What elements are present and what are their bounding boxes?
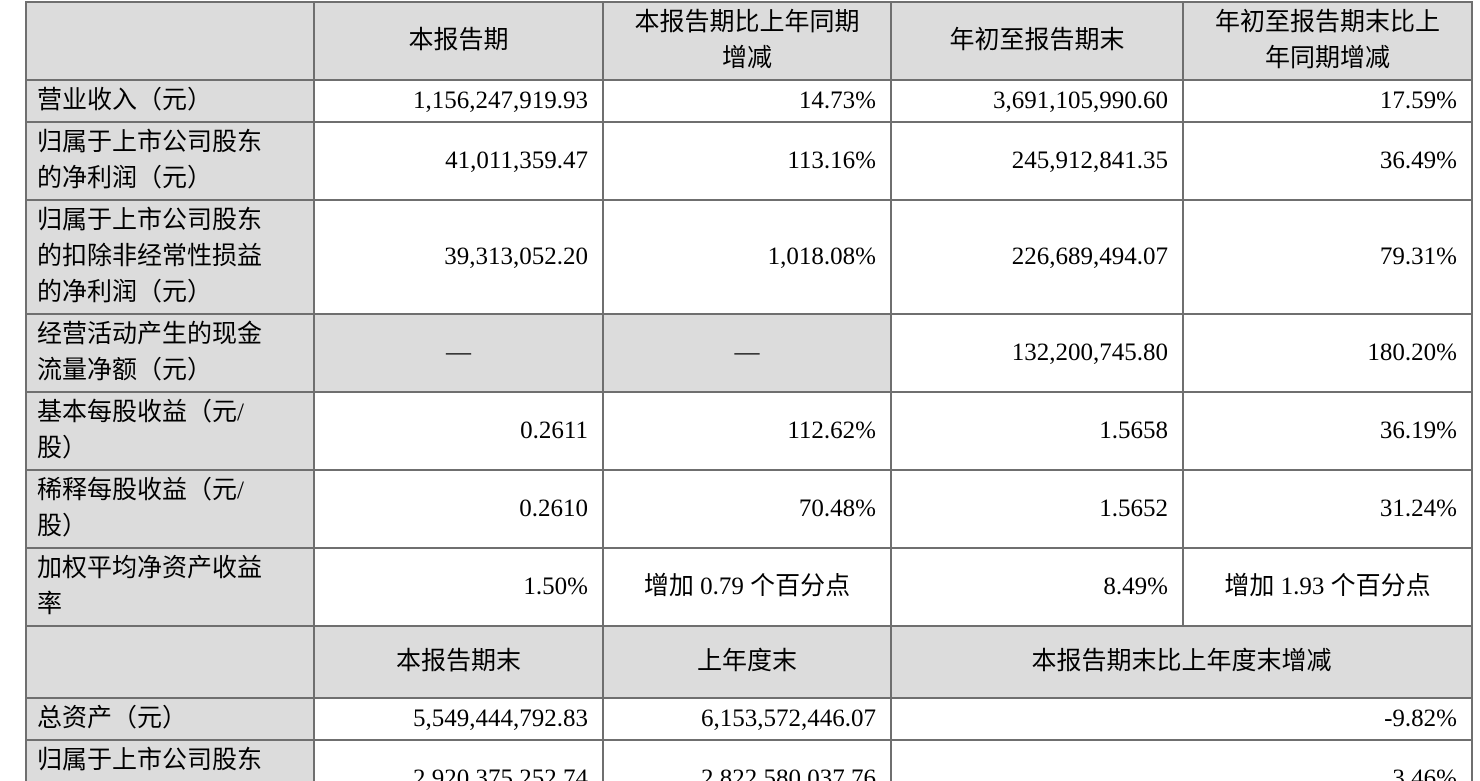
cell-current-period: 0.2611	[313, 391, 604, 471]
cell-current-period-end: 2,920,375,252.74	[313, 739, 604, 781]
cell-ytd: 8.49%	[890, 547, 1184, 627]
header-yoy-change: 本报告期比上年同期 增减	[602, 1, 892, 81]
cell-yoy-change: 70.48%	[602, 469, 892, 549]
row-net-profit-deducted: 归属于上市公司股东 的扣除非经常性损益 的净利润（元） 39,313,052.2…	[25, 199, 1473, 315]
cell-yoy-change: 增加 0.79 个百分点	[602, 547, 892, 627]
row-net-profit-attributable: 归属于上市公司股东 的净利润（元） 41,011,359.47 113.16% …	[25, 121, 1473, 201]
cell-yoy-change: —	[602, 313, 892, 393]
cell-prior-year-end: 6,153,572,446.07	[602, 697, 892, 741]
section1-header-row: 本报告期 本报告期比上年同期 增减 年初至报告期末 年初至报告期末比上 年同期增…	[25, 1, 1473, 81]
cell-ytd: 226,689,494.07	[890, 199, 1184, 315]
row-basic-eps: 基本每股收益（元/ 股） 0.2611 112.62% 1.5658 36.19…	[25, 391, 1473, 471]
cell-ytd: 3,691,105,990.60	[890, 79, 1184, 123]
cell-label: 总资产（元）	[25, 697, 315, 741]
header-empty-cell	[25, 1, 315, 81]
row-total-assets: 总资产（元） 5,549,444,792.83 6,153,572,446.07…	[25, 697, 1473, 741]
row-operating-cash-flow: 经营活动产生的现金 流量净额（元） — — 132,200,745.80 180…	[25, 313, 1473, 393]
cell-label: 归属于上市公司股东 的扣除非经常性损益 的净利润（元）	[25, 199, 315, 315]
row-equity-attributable: 归属于上市公司股东 的所有者权益（元） 2,920,375,252.74 2,8…	[25, 739, 1473, 781]
cell-ytd: 1.5652	[890, 469, 1184, 549]
cell-label: 归属于上市公司股东 的所有者权益（元）	[25, 739, 315, 781]
financial-summary-table: 本报告期 本报告期比上年同期 增减 年初至报告期末 年初至报告期末比上 年同期增…	[25, 1, 1473, 781]
cell-yoy-change: 1,018.08%	[602, 199, 892, 315]
cell-yoy-change: 113.16%	[602, 121, 892, 201]
cell-yoy-change: 112.62%	[602, 391, 892, 471]
header-current-period-end: 本报告期末	[313, 625, 604, 699]
cell-ytd: 245,912,841.35	[890, 121, 1184, 201]
header-prior-year-end: 上年度末	[602, 625, 892, 699]
cell-current-period: 1.50%	[313, 547, 604, 627]
cell-ytd-yoy-change: 31.24%	[1182, 469, 1473, 549]
header-ytd: 年初至报告期末	[890, 1, 1184, 81]
row-operating-revenue: 营业收入（元） 1,156,247,919.93 14.73% 3,691,10…	[25, 79, 1473, 123]
cell-label: 营业收入（元）	[25, 79, 315, 123]
cell-change: -9.82%	[890, 697, 1473, 741]
cell-ytd-yoy-change: 17.59%	[1182, 79, 1473, 123]
cell-ytd-yoy-change: 36.49%	[1182, 121, 1473, 201]
cell-current-period-end: 5,549,444,792.83	[313, 697, 604, 741]
cell-label: 经营活动产生的现金 流量净额（元）	[25, 313, 315, 393]
row-weighted-roe: 加权平均净资产收益 率 1.50% 增加 0.79 个百分点 8.49% 增加 …	[25, 547, 1473, 627]
header-end-vs-prior-year-change: 本报告期末比上年度末增减	[890, 625, 1473, 699]
cell-current-period: 1,156,247,919.93	[313, 79, 604, 123]
cell-yoy-change: 14.73%	[602, 79, 892, 123]
header-empty-cell	[25, 625, 315, 699]
section2-header-row: 本报告期末 上年度末 本报告期末比上年度末增减	[25, 625, 1473, 699]
cell-ytd: 132,200,745.80	[890, 313, 1184, 393]
cell-current-period: —	[313, 313, 604, 393]
cell-ytd-yoy-change: 79.31%	[1182, 199, 1473, 315]
cell-current-period: 39,313,052.20	[313, 199, 604, 315]
cell-label: 加权平均净资产收益 率	[25, 547, 315, 627]
cell-label: 稀释每股收益（元/ 股）	[25, 469, 315, 549]
cell-current-period: 0.2610	[313, 469, 604, 549]
cell-ytd-yoy-change: 36.19%	[1182, 391, 1473, 471]
cell-prior-year-end: 2,822,580,037.76	[602, 739, 892, 781]
cell-ytd-yoy-change: 180.20%	[1182, 313, 1473, 393]
cell-current-period: 41,011,359.47	[313, 121, 604, 201]
row-diluted-eps: 稀释每股收益（元/ 股） 0.2610 70.48% 1.5652 31.24%	[25, 469, 1473, 549]
cell-label: 归属于上市公司股东 的净利润（元）	[25, 121, 315, 201]
header-ytd-yoy-change: 年初至报告期末比上 年同期增减	[1182, 1, 1473, 81]
cell-change: 3.46%	[890, 739, 1473, 781]
header-current-period: 本报告期	[313, 1, 604, 81]
cell-ytd: 1.5658	[890, 391, 1184, 471]
cell-label: 基本每股收益（元/ 股）	[25, 391, 315, 471]
cell-ytd-yoy-change: 增加 1.93 个百分点	[1182, 547, 1473, 627]
